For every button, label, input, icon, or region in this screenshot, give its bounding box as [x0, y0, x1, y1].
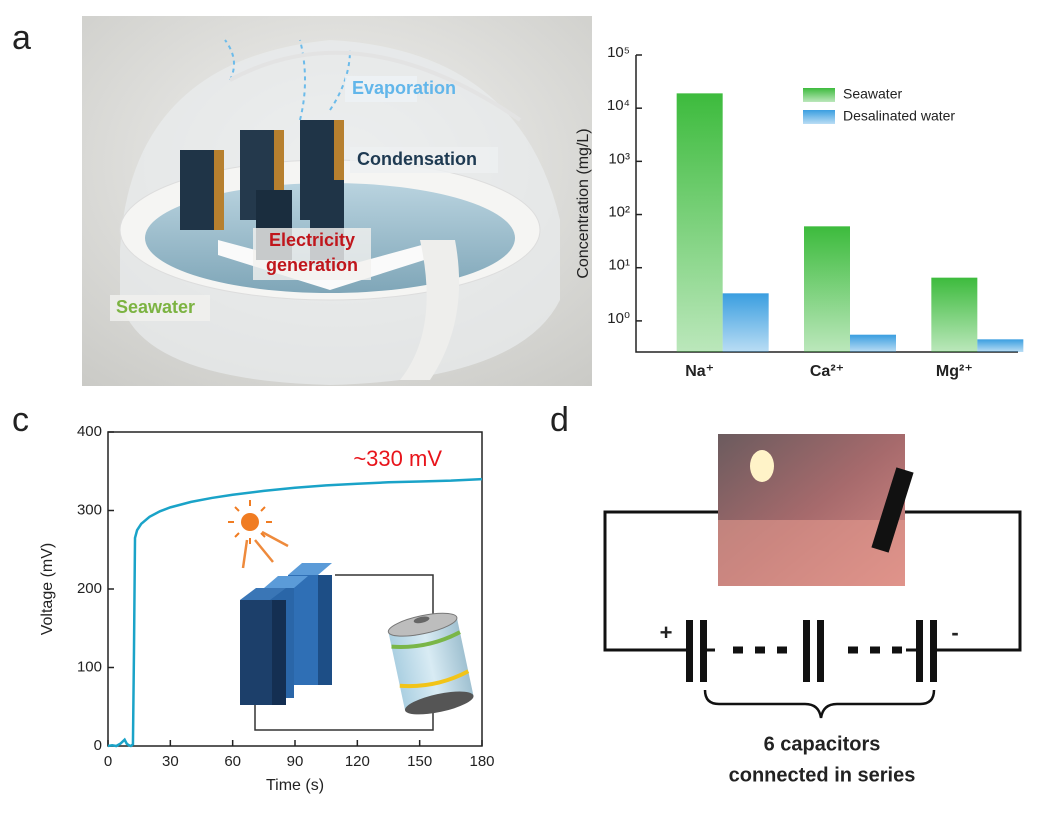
x-tick-label: Na⁺ [685, 363, 714, 380]
label-bg [350, 147, 498, 173]
capacitor-plate [916, 620, 923, 682]
y-tick-label: 10⁵ [607, 44, 630, 61]
bar [850, 334, 896, 352]
capacitor-plate [700, 620, 707, 682]
x-tick-label: 60 [224, 753, 241, 770]
vapor-arrow [224, 39, 351, 121]
light-arrow [241, 530, 289, 569]
illustration-label: Evaporation [352, 78, 456, 98]
annotation: ~330 mV [353, 446, 442, 471]
legend-swatch [803, 88, 835, 102]
brace [703, 689, 936, 719]
block [180, 150, 214, 230]
dome-edge [229, 50, 522, 122]
block [264, 576, 308, 588]
legend-label: Desalinated water [843, 108, 955, 124]
label-bg [110, 295, 210, 321]
illustration-label: Electricity [269, 230, 355, 250]
block [274, 130, 284, 220]
polarity: + [660, 620, 673, 645]
y-tick-label: 400 [77, 423, 102, 440]
illustration-label: Condensation [357, 149, 477, 169]
x-tick-label: 90 [287, 753, 304, 770]
block [318, 575, 332, 685]
y-axis-label: Concentration (mg/L) [575, 128, 592, 278]
x-tick-label: Ca²⁺ [810, 363, 844, 380]
block [334, 120, 344, 220]
block [214, 150, 224, 230]
photo-led [750, 450, 774, 482]
x-tick-label: 150 [407, 753, 432, 770]
capacitor-plate [930, 620, 937, 682]
sun [241, 513, 259, 531]
wire [254, 574, 434, 731]
y-axis-label: Voltage (mV) [39, 543, 56, 635]
panel-label: d [550, 401, 569, 439]
battery-terminal [413, 616, 430, 624]
y-tick-label: 200 [77, 580, 102, 597]
caption: 6 capacitors [764, 733, 881, 755]
wire [603, 510, 1022, 652]
block [272, 600, 286, 705]
x-tick-label: 120 [345, 753, 370, 770]
label-bg [253, 228, 371, 280]
x-tick-label: 0 [104, 753, 112, 770]
illustration-label: generation [266, 255, 358, 275]
block [288, 563, 332, 575]
y-tick-label: 10³ [608, 150, 630, 167]
photo-probe [871, 467, 914, 553]
illustration-label: Seawater [116, 297, 195, 317]
y-tick-label: 0 [94, 737, 102, 754]
x-axis-label: Time (s) [266, 777, 324, 794]
bar [722, 293, 769, 352]
y-tick-label: 10¹ [608, 257, 630, 274]
battery-band [399, 669, 470, 689]
panel-label: c [12, 401, 29, 439]
capacitor-plate [817, 620, 824, 682]
circuit: + - 6 capacitors connected in series [603, 434, 1022, 786]
x-tick-label: 30 [162, 753, 179, 770]
y-tick-label: 300 [77, 501, 102, 518]
illustration: Evaporation Condensation Electricity gen… [82, 16, 592, 386]
bar [977, 339, 1024, 352]
bar [676, 93, 723, 352]
inset-illustration [228, 500, 474, 731]
x-tick-label: Mg²⁺ [936, 363, 973, 380]
capacitor-plate [686, 620, 693, 682]
y-tick-label: 100 [77, 658, 102, 675]
y-tick-label: 10² [608, 204, 630, 221]
battery-cap [387, 612, 458, 637]
label-bg [345, 76, 417, 102]
legend-label: Seawater [843, 86, 902, 102]
bar [931, 277, 978, 352]
block [240, 588, 286, 600]
battery [387, 612, 474, 715]
photo-breadboard [718, 520, 905, 586]
cutaway [400, 240, 460, 380]
line [107, 477, 483, 748]
caption: connected in series [729, 764, 916, 786]
bar [804, 226, 850, 352]
capacitor-plate [803, 620, 810, 682]
y-tick-label: 10⁴ [607, 97, 630, 114]
battery-band [391, 630, 461, 649]
block [240, 600, 272, 705]
y-tick-label: 10⁰ [607, 310, 630, 327]
battery-bottom [404, 691, 474, 715]
polarity: - [951, 620, 958, 645]
sun-rays [228, 500, 272, 544]
x-tick-label: 180 [469, 753, 494, 770]
legend-swatch [803, 110, 835, 124]
panel-label: a [12, 19, 31, 57]
